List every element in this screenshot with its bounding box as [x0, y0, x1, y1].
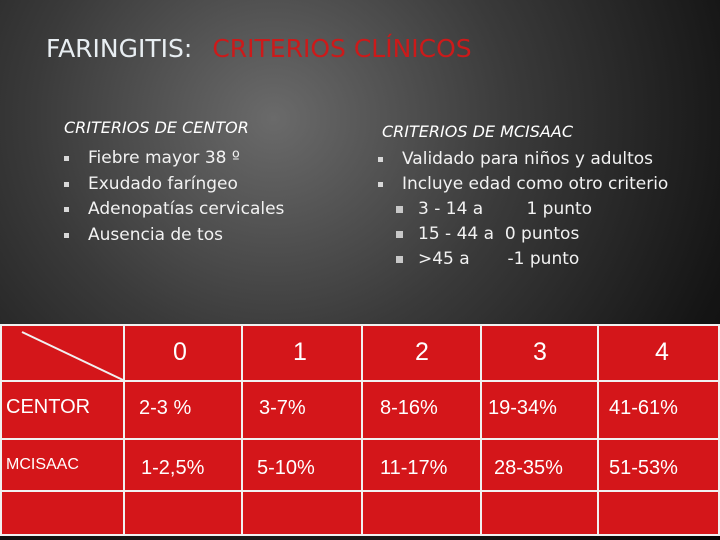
mcisaac-subitem-text: 15 - 44 a 0 puntos — [418, 224, 580, 244]
table-header-cell: 4 — [655, 338, 669, 366]
table-cell: 1-2,5% — [141, 457, 205, 479]
mcisaac-item: Incluye edad como otro criterio — [378, 172, 668, 197]
centor-item-text: Ausencia de tos — [88, 224, 223, 245]
table-cell: 5-10% — [257, 457, 315, 479]
centor-item-text: Exudado faríngeo — [88, 173, 238, 194]
table-cell: 2-3 % — [139, 397, 192, 419]
bullet-icon — [64, 207, 69, 212]
mcisaac-subitem: 15 - 44 a 0 puntos — [378, 222, 668, 247]
table-cell: 19-34% — [488, 397, 557, 419]
table-cell: 3-7% — [259, 397, 306, 419]
centor-heading: CRITERIOS DE CENTOR — [64, 118, 249, 137]
mcisaac-subitem-text: 3 - 14 a 1 punto — [418, 199, 593, 219]
mcisaac-list: Validado para niños y adultos Incluye ed… — [378, 147, 668, 272]
centor-item: Fiebre mayor 38 º — [64, 146, 284, 172]
bullet-icon — [378, 182, 383, 187]
centor-item: Ausencia de tos — [64, 223, 284, 249]
centor-item: Exudado faríngeo — [64, 172, 284, 198]
centor-item-text: Fiebre mayor 38 º — [88, 148, 240, 168]
table-col-divider — [241, 324, 243, 536]
table-row-divider — [0, 490, 720, 492]
table-header-cell: 0 — [173, 338, 187, 366]
bullet-icon — [64, 156, 69, 161]
table-row-divider — [0, 380, 720, 382]
title-part-2: CRITERIOS CLÍNICOS — [212, 34, 472, 63]
mcisaac-heading: CRITERIOS DE MCISAAC — [382, 122, 573, 141]
centor-item: Adenopatías cervicales — [64, 197, 284, 223]
bullet-icon — [64, 181, 69, 187]
mcisaac-item: Validado para niños y adultos — [378, 147, 668, 172]
bullet-icon — [396, 256, 403, 263]
table-header-cell: 1 — [293, 338, 307, 366]
bullet-icon — [378, 157, 383, 162]
mcisaac-item-text: Incluye edad como otro criterio — [402, 174, 669, 194]
table-row-divider — [0, 438, 720, 440]
centor-list: Fiebre mayor 38 º Exudado faríngeo Adeno… — [64, 146, 284, 248]
bullet-icon — [396, 206, 403, 213]
table-cell: 51-53% — [609, 457, 678, 479]
slide-title: FARINGITIS: CRITERIOS CLÍNICOS — [46, 34, 472, 63]
table-row-label: CENTOR — [6, 396, 91, 418]
table-border-bottom — [0, 534, 720, 536]
table-header-cell: 2 — [415, 338, 429, 366]
table-cell: 28-35% — [494, 457, 563, 479]
centor-item-text: Adenopatías cervicales — [88, 199, 285, 219]
table-col-divider — [480, 324, 482, 536]
table-header-cell: 3 — [533, 338, 547, 366]
corner-diagonal — [21, 331, 124, 381]
bullet-icon — [64, 232, 69, 238]
table-row-label: MCISAAC — [6, 456, 79, 473]
table-cell: 8-16% — [380, 397, 438, 419]
comparison-table: 0 1 2 3 4 CENTOR 2-3 % 3-7% 8-16% 19-34%… — [0, 324, 720, 536]
table-border-left — [0, 324, 2, 536]
table-border-right — [718, 324, 720, 536]
mcisaac-item-text: Validado para niños y adultos — [402, 149, 654, 169]
bullet-icon — [396, 231, 403, 238]
mcisaac-subitem-text: >45 a -1 punto — [418, 249, 580, 269]
title-part-1: FARINGITIS: — [46, 34, 193, 63]
table-cell: 11-17% — [380, 457, 448, 479]
table-cell: 41-61% — [609, 397, 678, 419]
table-col-divider — [361, 324, 363, 536]
table-border-top — [0, 324, 720, 326]
mcisaac-subitem: >45 a -1 punto — [378, 247, 668, 272]
table-col-divider — [597, 324, 599, 536]
mcisaac-subitem: 3 - 14 a 1 punto — [378, 197, 668, 222]
table-col-divider — [123, 324, 125, 536]
